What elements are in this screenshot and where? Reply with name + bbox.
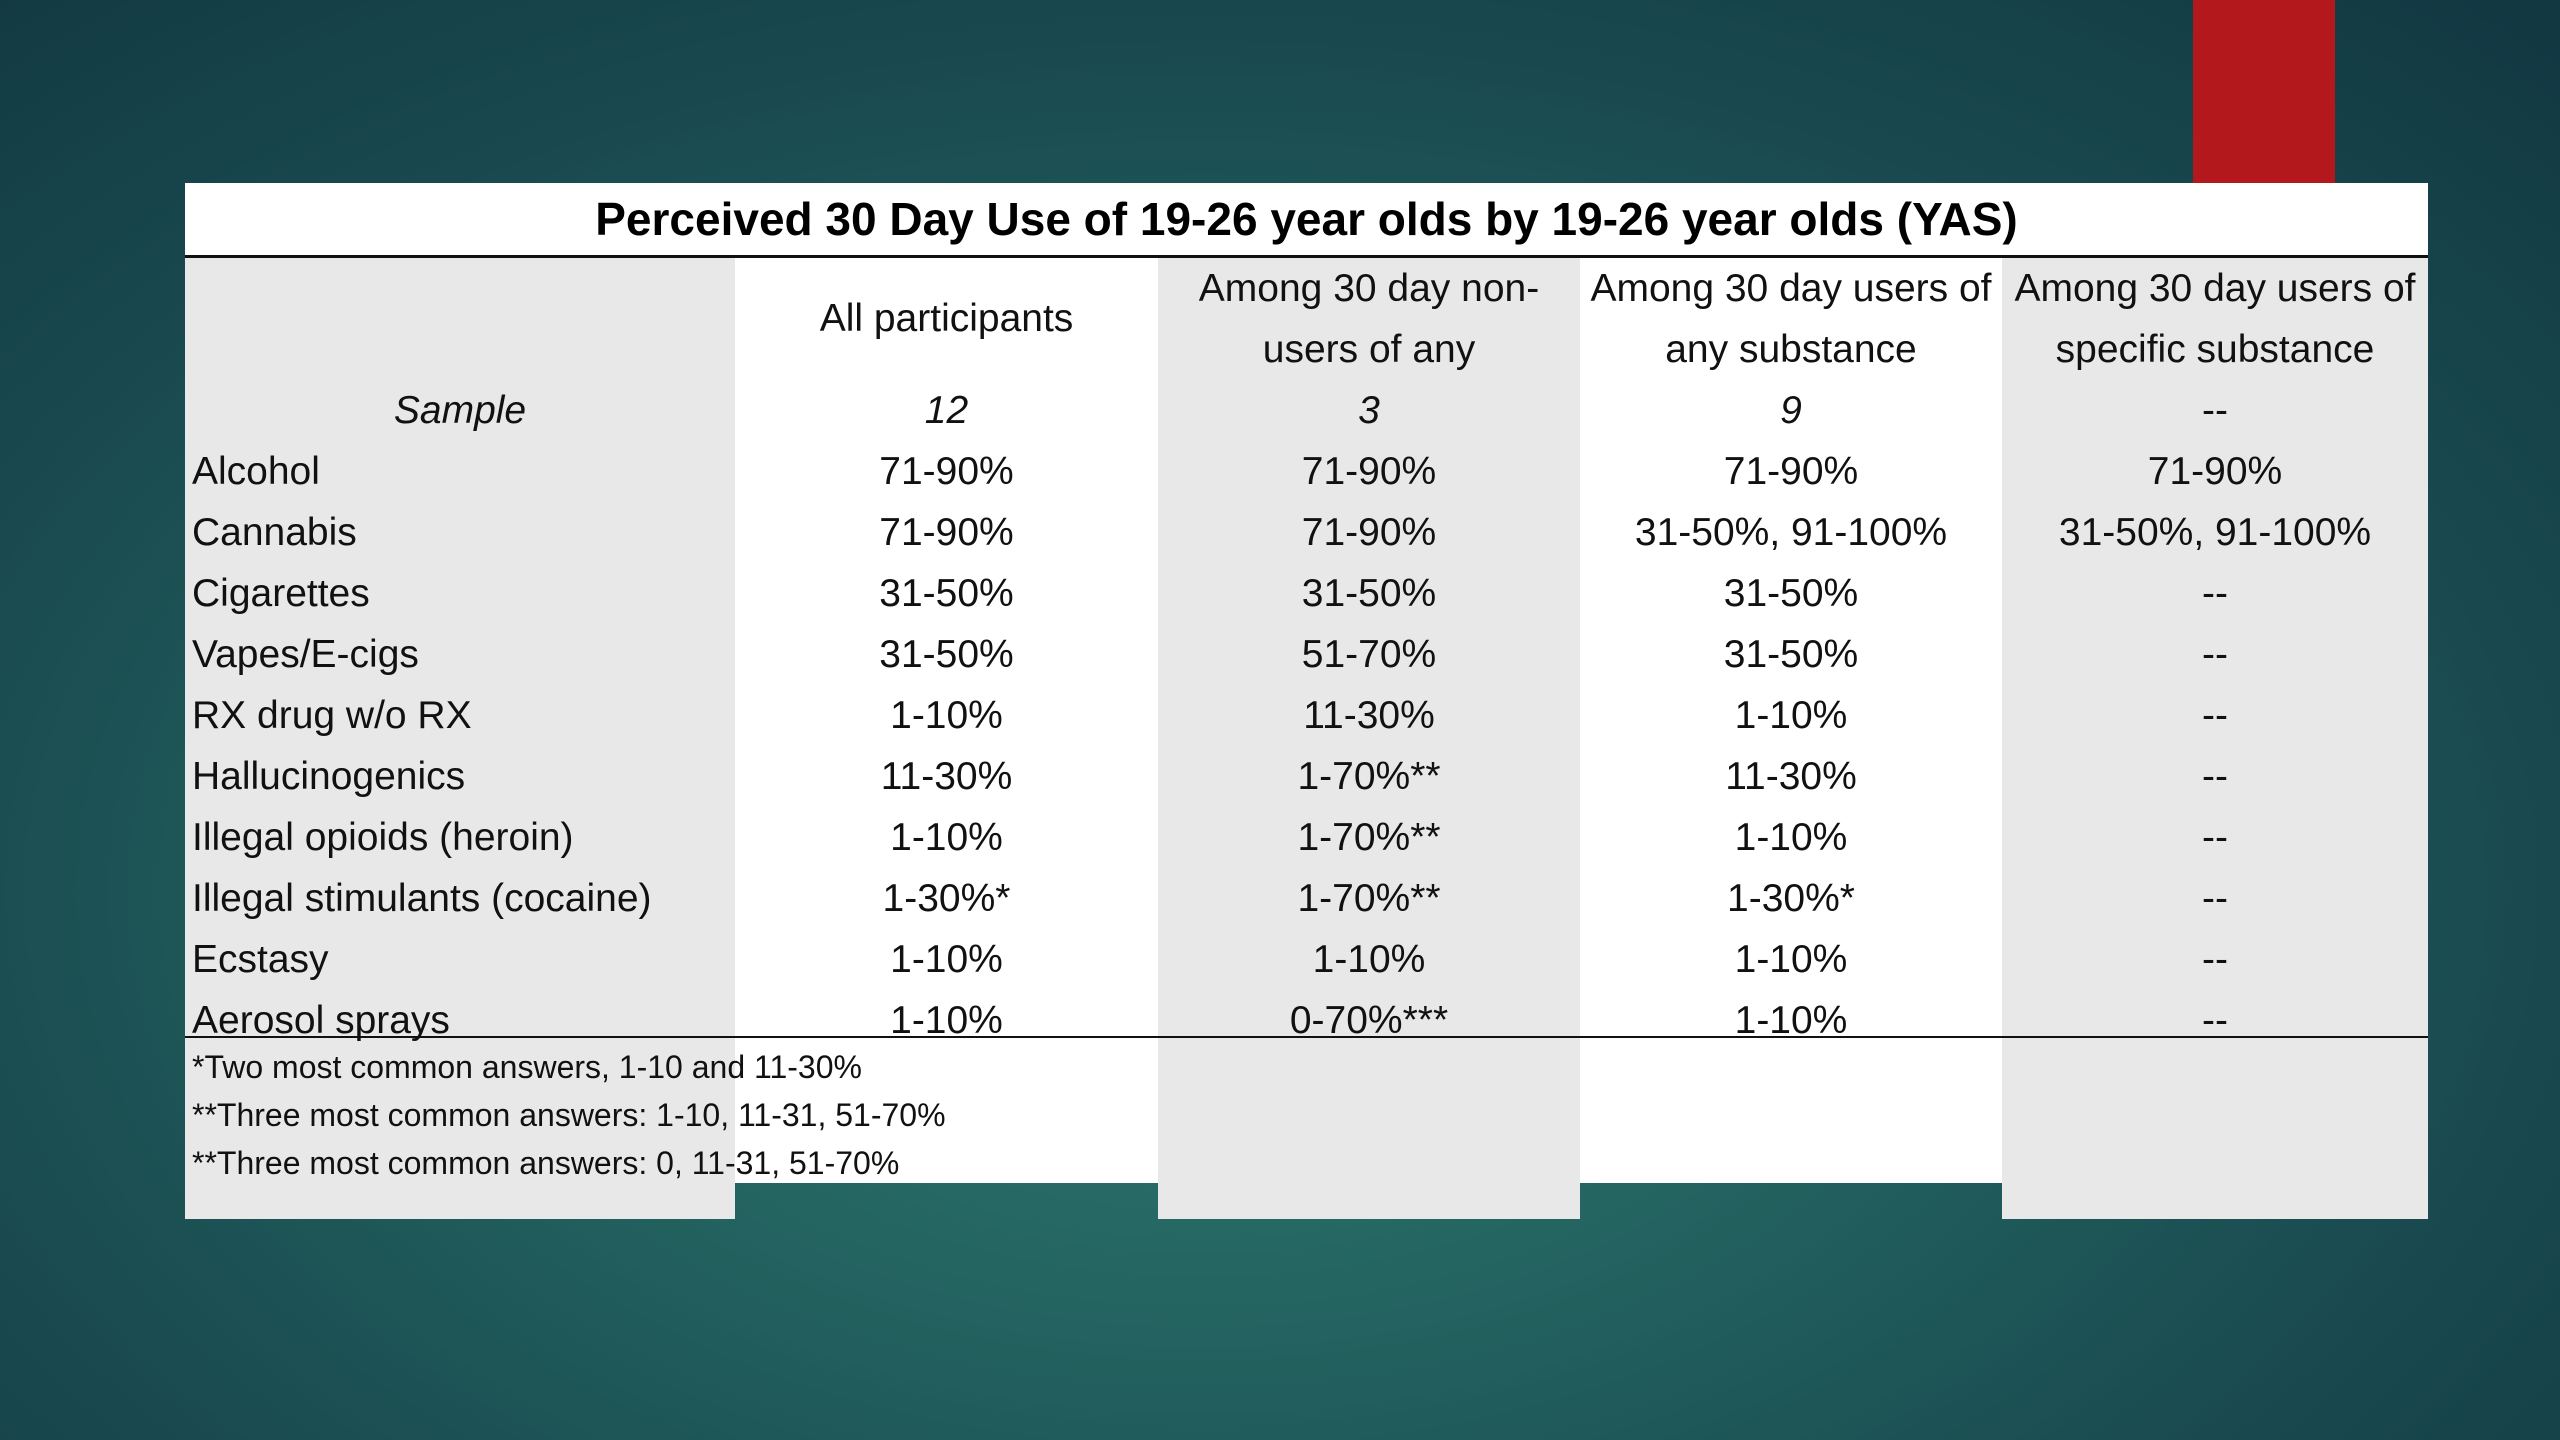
row-label: Ecstasy [192, 937, 329, 981]
row-label: Alcohol [192, 449, 320, 493]
table-cell: 1-10% [890, 998, 1003, 1042]
table-cell: 11-30% [1725, 754, 1857, 798]
table-cell: 71-90% [879, 510, 1014, 554]
table-cell: 1-10% [890, 693, 1003, 737]
table-cell: 71-90% [1301, 449, 1437, 493]
row-label: Aerosol sprays [192, 998, 450, 1042]
table-cell: -- [2202, 571, 2228, 615]
column-2-shading [1158, 258, 1580, 1219]
table-cell: 1-30%* [1727, 876, 1855, 920]
row-label: Illegal opioids (heroin) [192, 815, 574, 859]
table-cell: 1-70%** [1297, 754, 1441, 798]
footnote: **Three most common answers: 0, 11-31, 5… [192, 1145, 900, 1181]
table-cell: 31-50% [1301, 571, 1437, 615]
header-corner [185, 258, 735, 380]
table-cell: 1-30%* [882, 876, 1011, 920]
sample-value: -- [2202, 388, 2228, 432]
table-cell: -- [2202, 693, 2228, 737]
table-title: Perceived 30 Day Use of 19-26 year olds … [595, 193, 2018, 245]
row-label: Illegal stimulants (cocaine) [192, 876, 652, 920]
table-cell: -- [2202, 876, 2228, 920]
data-table-card: Perceived 30 Day Use of 19-26 year olds … [185, 183, 2428, 1219]
table-cell: 1-10% [890, 937, 1003, 981]
table-cell: 71-90% [1723, 449, 1859, 493]
table-cell: 31-50% [879, 571, 1014, 615]
title-divider [185, 255, 2428, 258]
table-cell: -- [2202, 937, 2228, 981]
header-users-specific: Among 30 day users of specific substance [2014, 267, 2416, 371]
footnotes: *Two most common answers, 1-10 and 11-30… [192, 1043, 946, 1187]
table-cell: 1-10% [1734, 693, 1848, 737]
table-cell: -- [2202, 754, 2228, 798]
table-cell: 31-50% [1723, 571, 1859, 615]
table-cell: 71-90% [1301, 510, 1437, 554]
row-label: Vapes/E-cigs [192, 632, 419, 676]
table-cell: 1-70%** [1297, 876, 1441, 920]
sample-value: 9 [1780, 388, 1802, 432]
column-4-shading [2002, 258, 2428, 1219]
row-label: Hallucinogenics [192, 754, 466, 798]
table-bottom-divider [185, 1036, 2428, 1038]
table-cell: -- [2202, 632, 2228, 676]
row-label: Cannabis [192, 510, 357, 554]
table-cell: 1-10% [1734, 998, 1848, 1042]
row-label: Cigarettes [192, 571, 370, 615]
table-cell: 31-50% [879, 632, 1014, 676]
table-cell: 1-10% [1734, 937, 1848, 981]
table-cell: 0-70%*** [1289, 998, 1449, 1042]
table-cell: 1-10% [1312, 937, 1426, 981]
table-cell: 1-10% [1734, 815, 1848, 859]
sample-value: 3 [1358, 388, 1380, 432]
sample-label: Sample [393, 388, 527, 432]
data-table: All participants Among 30 day non-users … [185, 258, 2428, 1051]
table-cell: -- [2202, 998, 2228, 1042]
table-cell: 71-90% [879, 449, 1014, 493]
table-cell: 11-30% [1303, 693, 1435, 737]
table-cell: 71-90% [2147, 449, 2283, 493]
footnote: *Two most common answers, 1-10 and 11-30… [192, 1049, 862, 1085]
header-non-users: Among 30 day non-users of any [1198, 267, 1540, 371]
header-users-any: Among 30 day users of any substance [1590, 267, 1992, 371]
table-cell: 31-50%, 91-100% [2058, 510, 2372, 554]
table-cell: 31-50% [1723, 632, 1859, 676]
label-column-shading [185, 258, 735, 1219]
row-label: RX drug w/o RX [192, 693, 472, 737]
header-all-participants: All participants [819, 297, 1074, 340]
table-cell: 51-70% [1301, 632, 1437, 676]
table-cell: 11-30% [880, 754, 1013, 798]
sample-value: 12 [924, 388, 969, 432]
table-cell: 31-50%, 91-100% [1634, 510, 1948, 554]
table-cell: 1-70%** [1297, 815, 1441, 859]
table-cell: 1-10% [890, 815, 1003, 859]
accent-bar [2193, 0, 2335, 183]
table-cell: -- [2202, 815, 2228, 859]
footnote: **Three most common answers: 1-10, 11-31… [192, 1097, 946, 1133]
